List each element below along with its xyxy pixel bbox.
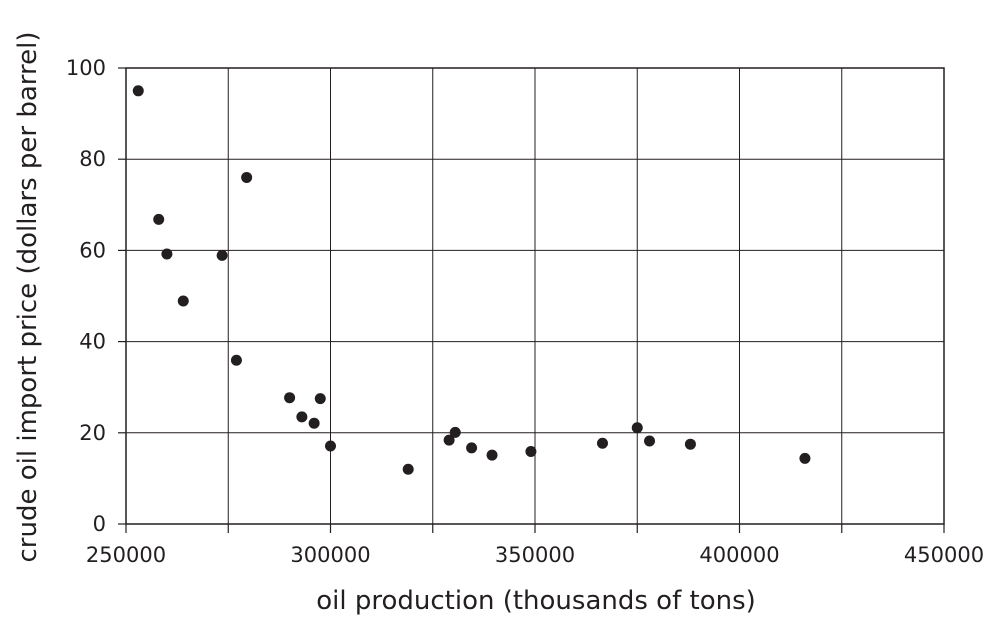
data-point (631, 422, 643, 434)
y-axis-label: crude oil import price (dollars per barr… (13, 32, 43, 563)
data-point (325, 440, 336, 452)
grid (126, 68, 944, 524)
y-tick-label: 100 (66, 56, 106, 80)
data-point (230, 354, 242, 366)
x-tick-label: 350000 (495, 543, 575, 567)
y-tick-label: 0 (93, 512, 106, 536)
x-tick-label: 250000 (86, 543, 166, 567)
data-point (153, 213, 165, 225)
data-point (799, 452, 811, 464)
axis-ticks: 250000 300000 350000 400000 450000 0 20 40 60 80 1… (66, 56, 984, 567)
data-point (177, 295, 189, 307)
data-point (402, 463, 414, 475)
data-point (466, 442, 478, 454)
x-axis-label: oil production (thousands of tons) (316, 586, 756, 616)
data-point (644, 435, 656, 447)
y-tick-label: 80 (79, 147, 106, 171)
data-point (486, 449, 498, 461)
data-point (216, 249, 228, 261)
x-tick-label: 300000 (290, 543, 370, 567)
x-tick-label: 450000 (904, 543, 984, 567)
data-point (596, 437, 608, 449)
data-point (449, 426, 461, 438)
y-tick-label: 60 (79, 238, 106, 262)
data-points (132, 85, 811, 475)
data-point (241, 171, 253, 183)
x-tick-label: 400000 (699, 543, 779, 567)
data-point (443, 434, 455, 446)
data-point (161, 248, 173, 260)
data-point (308, 417, 320, 429)
data-point (284, 392, 296, 404)
y-tick-label: 40 (79, 330, 106, 354)
data-point (525, 445, 537, 457)
data-point (314, 393, 326, 405)
y-tick-label: 20 (79, 421, 106, 445)
data-point (296, 411, 308, 423)
data-point (684, 438, 696, 450)
data-point (132, 85, 144, 97)
